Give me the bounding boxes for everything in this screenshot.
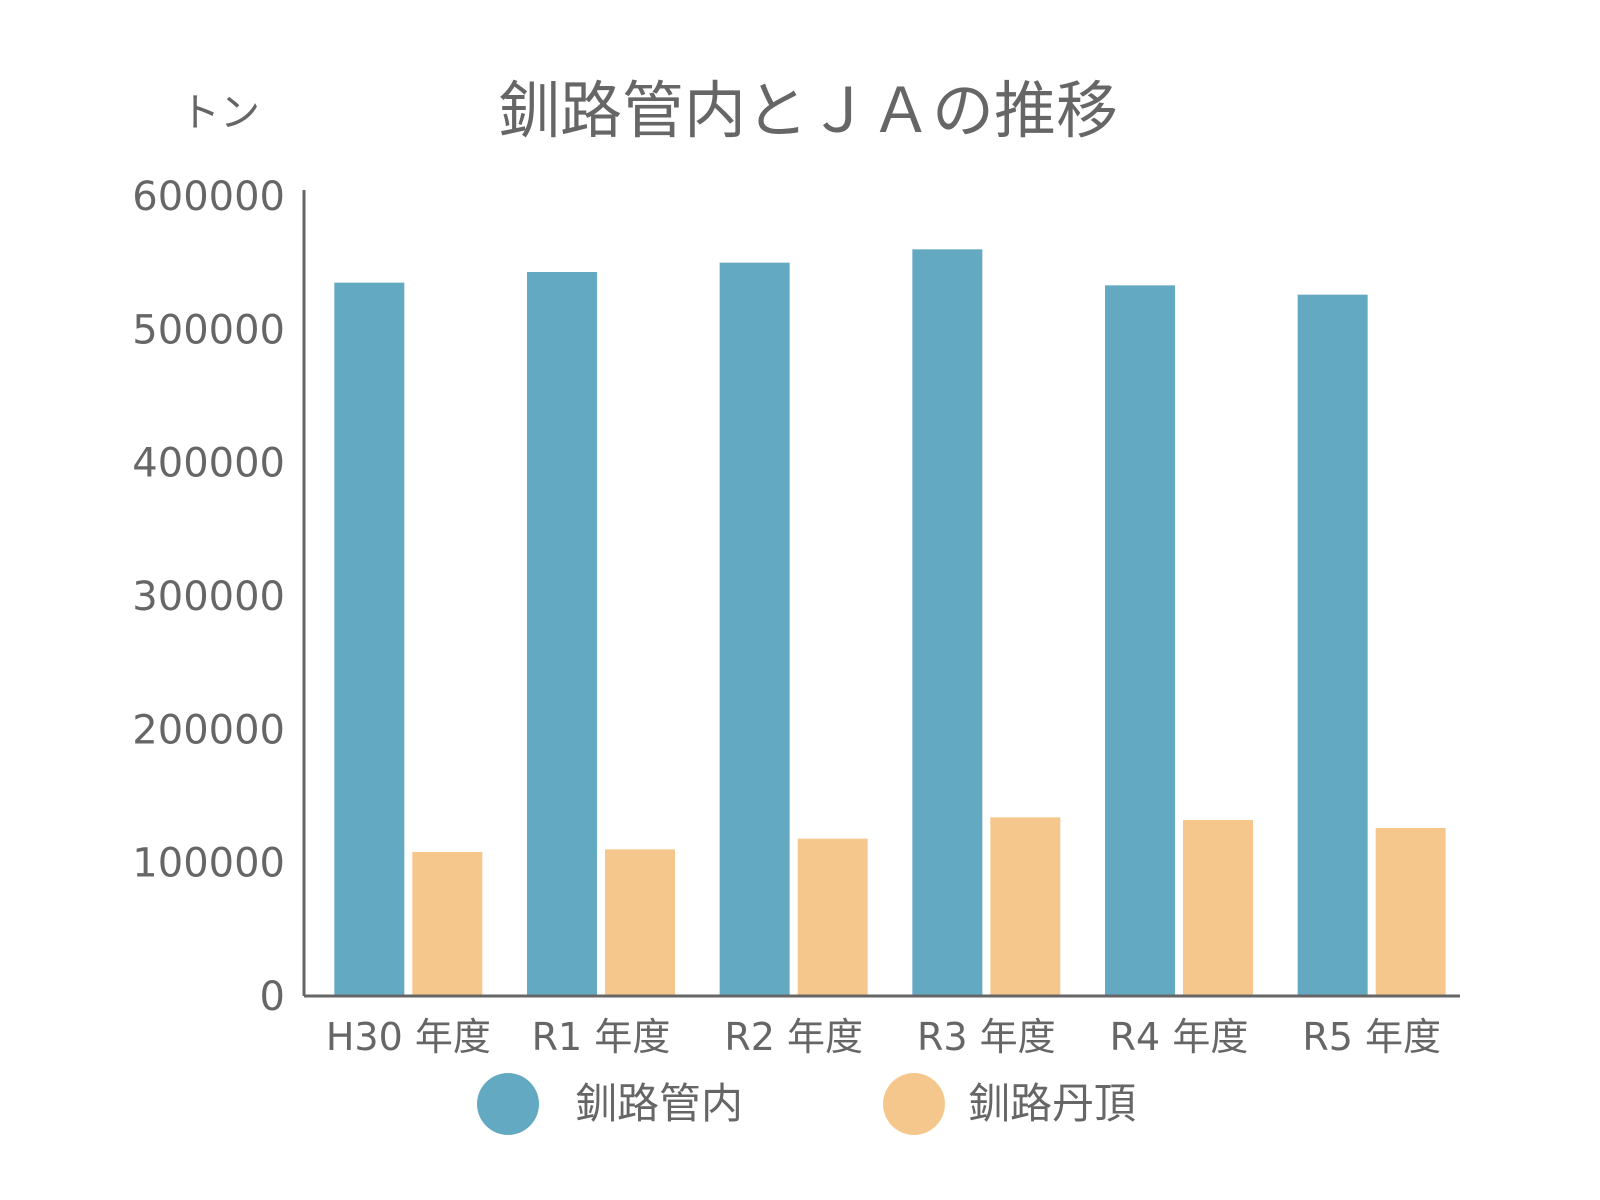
bar-series1 (912, 249, 983, 995)
bar-series1 (334, 282, 405, 995)
y-tick-label: 0 (260, 974, 285, 1020)
legend-swatch (477, 1073, 539, 1135)
axes (302, 190, 1460, 998)
y-axis-unit-label: トン (180, 90, 260, 136)
bar-series2 (412, 852, 483, 995)
bar-series2 (990, 817, 1061, 995)
x-axis-labels: H30 年度 R1 年度 R2 年度 R3 年度 R4 年度 R5 年度 (326, 1015, 1441, 1059)
bar-series1 (719, 262, 790, 995)
bar-series1 (1105, 285, 1175, 995)
legend-label: 釧路管内 (575, 1079, 743, 1128)
x-tick-label: H30 年度 (326, 1015, 491, 1059)
x-tick-label: R3 年度 (917, 1015, 1056, 1059)
y-axis-ticks: 0 100000 200000 300000 400000 500000 600000 (132, 174, 285, 1020)
bar-series1 (1297, 294, 1368, 995)
bar-series2 (605, 849, 675, 995)
y-tick-label: 600000 (132, 174, 285, 220)
bar-series2 (1375, 828, 1446, 995)
chart-title: 釧路管内とＪＡの推移 (498, 74, 1118, 147)
y-tick-label: 300000 (132, 574, 285, 620)
legend-label: 釧路丹頂 (968, 1079, 1136, 1128)
x-tick-label: R2 年度 (724, 1015, 863, 1059)
legend: 釧路管内 釧路丹頂 (477, 1073, 1136, 1135)
x-tick-label: R5 年度 (1302, 1015, 1441, 1059)
y-tick-label: 100000 (132, 841, 285, 887)
legend-swatch (883, 1073, 945, 1135)
bar-series1 (527, 272, 597, 995)
bar-series2 (797, 838, 868, 995)
x-tick-label: R4 年度 (1110, 1015, 1249, 1059)
bar-series2 (1183, 820, 1253, 995)
x-tick-label: R1 年度 (532, 1015, 671, 1059)
bars (334, 249, 1446, 995)
y-tick-label: 200000 (132, 707, 285, 753)
y-tick-label: 500000 (132, 307, 285, 353)
y-tick-label: 400000 (132, 441, 285, 487)
